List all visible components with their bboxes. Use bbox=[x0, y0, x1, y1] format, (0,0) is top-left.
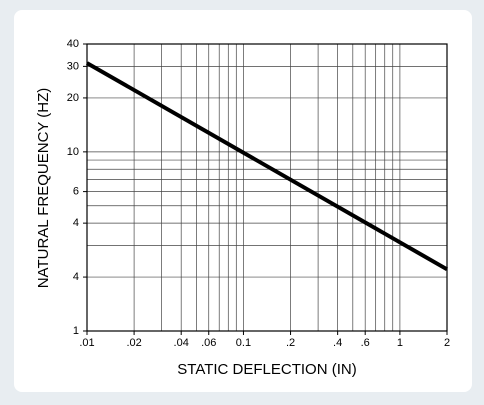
y-tick-label: 40 bbox=[67, 38, 79, 50]
x-tick-label: .06 bbox=[201, 337, 216, 349]
plot-frame bbox=[86, 43, 448, 332]
x-tick-label: 2 bbox=[444, 337, 450, 349]
x-tick-label: .01 bbox=[79, 337, 94, 349]
y-tick-label: 4 bbox=[73, 217, 79, 229]
x-tick-label: 1 bbox=[397, 337, 403, 349]
x-tick-label: .04 bbox=[174, 337, 189, 349]
y-axis-label: NATURAL FREQUENCY (HZ) bbox=[35, 88, 52, 289]
x-tick-label: .6 bbox=[361, 337, 370, 349]
x-tick-label: .02 bbox=[126, 337, 141, 349]
y-tick-label: 10 bbox=[67, 146, 79, 158]
y-tick-label: 6 bbox=[73, 186, 79, 198]
panel bbox=[14, 10, 472, 392]
x-tick-label: .2 bbox=[286, 337, 295, 349]
y-tick-label: 4 bbox=[73, 271, 79, 283]
y-tick-label: 20 bbox=[67, 92, 79, 104]
data-line bbox=[86, 61, 448, 272]
x-tick-label: 0.1 bbox=[236, 337, 251, 349]
x-axis-label: STATIC DEFLECTION (IN) bbox=[177, 361, 356, 378]
x-tick-label: .4 bbox=[333, 337, 342, 349]
y-tick-label: 1 bbox=[73, 325, 79, 337]
y-tick-label: 30 bbox=[67, 60, 79, 72]
